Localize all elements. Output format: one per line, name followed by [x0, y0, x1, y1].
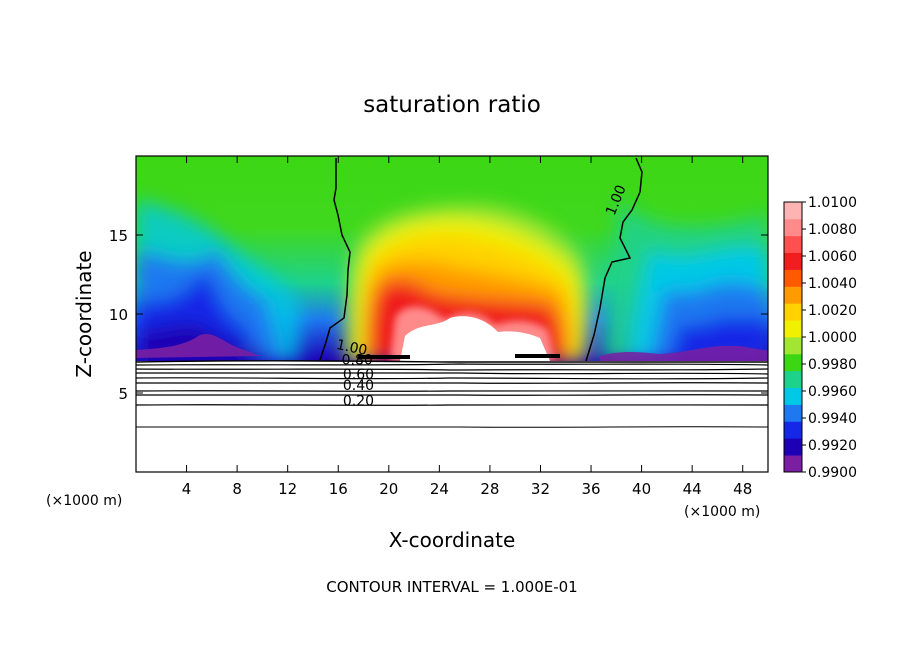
colorbar: 1.0100 1.0080 1.0060 1.0040 1.0020 1.0000 0.99…	[783, 195, 857, 481]
colorbar-swatch	[784, 303, 802, 321]
colorbar-swatch	[784, 404, 802, 422]
x-tick-label: 48	[733, 480, 752, 498]
colorbar-swatch	[784, 438, 802, 456]
x-tick-label: 44	[683, 480, 702, 498]
colorbar-swatch	[784, 455, 802, 473]
contour-label: 1.00	[335, 337, 369, 359]
colorbar-swatch	[784, 320, 802, 338]
colorbar-swatch	[784, 286, 802, 304]
chart-title: saturation ratio	[363, 92, 541, 118]
colorbar-swatch	[784, 387, 802, 405]
contour-label: 0.60	[343, 367, 374, 383]
x-unit-left: (×1000 m)	[46, 493, 122, 509]
colorbar-label: 1.0020	[808, 303, 857, 319]
contour-label: 0.20	[343, 394, 374, 410]
colorbar-label: 1.0040	[808, 276, 857, 292]
colorbar-swatch	[784, 202, 802, 220]
contour-lines	[136, 157, 768, 428]
colorbar-swatch	[784, 421, 802, 439]
contour-interval-note: CONTOUR INTERVAL = 1.000E-01	[326, 578, 577, 596]
x-axis: 4 8 12 16 20 24 28 32 36 40 44 48	[182, 156, 752, 498]
x-tick-label: 36	[581, 480, 600, 498]
colorbar-swatch	[784, 370, 802, 389]
x-tick-label: 12	[278, 480, 297, 498]
x-tick-label: 28	[480, 480, 499, 498]
colorbar-label: 0.9960	[808, 384, 857, 400]
x-axis-label: X-coordinate	[389, 528, 516, 552]
colorbar-label: 1.0080	[808, 222, 857, 238]
colorbar-label: 1.0100	[808, 195, 857, 211]
heatmap-field	[136, 156, 768, 472]
colorbar-label: 0.9980	[808, 357, 857, 373]
x-tick-label: 24	[430, 480, 449, 498]
colorbar-label: 0.9940	[808, 411, 857, 427]
x-unit-right: (×1000 m)	[684, 504, 760, 520]
x-tick-label: 4	[182, 480, 192, 498]
colorbar-swatch	[784, 353, 802, 372]
contour-labels: 1.000.800.600.400.201.00	[335, 183, 630, 410]
x-tick-label: 40	[632, 480, 651, 498]
colorbar-label: 0.9920	[808, 438, 857, 454]
y-tick-label: 5	[118, 385, 128, 403]
x-tick-label: 20	[379, 480, 398, 498]
x-tick-label: 16	[329, 480, 348, 498]
colorbar-swatch	[784, 252, 802, 270]
colorbar-swatch	[784, 218, 802, 237]
colorbar-label: 1.0060	[808, 249, 857, 265]
colorbar-label: 0.9900	[808, 465, 857, 481]
y-tick-label: 15	[109, 227, 128, 245]
colorbar-swatch	[784, 235, 802, 254]
contour-label: 0.40	[343, 378, 374, 394]
colorbar-swatch	[784, 269, 802, 287]
y-tick-label: 10	[109, 306, 128, 324]
colorbar-swatch	[784, 337, 802, 355]
y-axis: 5 10 15	[109, 227, 768, 403]
contour-label: 0.80	[342, 353, 373, 369]
colorbar-label: 1.0000	[808, 330, 857, 346]
y-axis-label: Z-coordinate	[72, 250, 96, 377]
x-tick-label: 32	[531, 480, 550, 498]
x-tick-label: 8	[232, 480, 242, 498]
